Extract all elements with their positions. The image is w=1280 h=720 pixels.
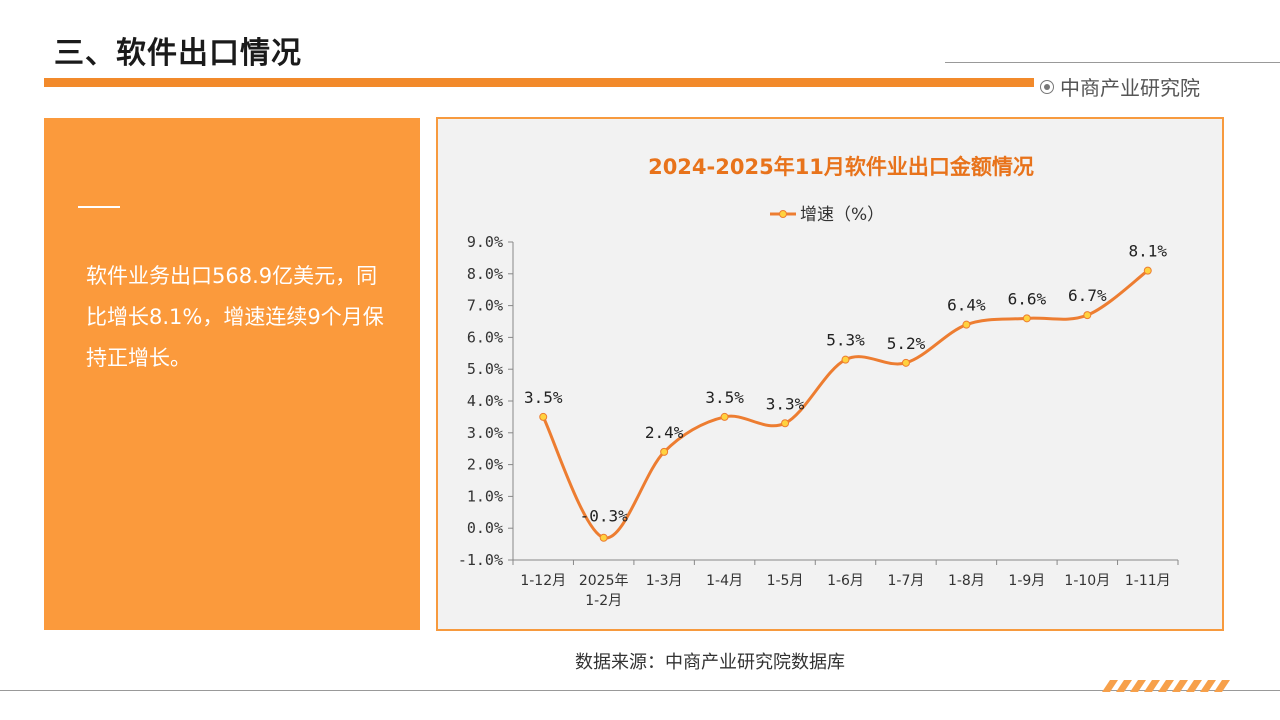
chart-title: 2024-2025年11月软件业出口金额情况 — [648, 155, 1034, 179]
y-tick-label: 2.0% — [467, 456, 503, 474]
data-point — [720, 412, 729, 421]
x-tick-label: 1-11月 — [1125, 573, 1171, 589]
data-source: 数据来源：中商产业研究院数据库 — [575, 652, 845, 673]
y-tick-label: 6.0% — [467, 328, 503, 346]
x-axis: 1-12月 2025年 1-2月 1-3月 1-4月 1-5月 1-6月 1-7月 1-8月 1-… — [512, 559, 1179, 609]
data-point — [660, 447, 669, 456]
x-tick-label: 1-10月 — [1064, 573, 1110, 589]
data-point — [1083, 311, 1092, 320]
data-label: 3.5% — [524, 388, 563, 407]
chart-legend: 增速（%） — [770, 205, 884, 225]
data-point — [781, 419, 790, 428]
x-tick-label: 1-9月 — [1008, 573, 1045, 589]
x-tick-label: 1-6月 — [827, 573, 864, 589]
data-label: 5.3% — [826, 331, 865, 350]
y-axis: -1.0% 0.0% 1.0% 2.0% 3.0% 4.0% 5.0% 6.0% 7.0% 8.0… — [458, 233, 514, 569]
y-tick-label: 1.0% — [467, 487, 503, 505]
x-tick-label: 1-5月 — [767, 573, 804, 589]
legend-label: 增速（%） — [800, 205, 884, 225]
data-point — [901, 358, 910, 367]
data-label: 5.2% — [887, 334, 926, 353]
y-tick-label: 3.0% — [467, 424, 503, 442]
title-accent-bar — [44, 78, 1034, 87]
chart-container: 2024-2025年11月软件业出口金额情况 增速（%） -1.0% 0.0% 1.… — [436, 117, 1224, 631]
summary-panel: 软件业务出口568.9亿美元，同比增长8.1%，增速连续9个月保持正增长。 — [44, 118, 420, 630]
data-label: 3.3% — [766, 394, 805, 413]
data-label: 6.7% — [1068, 286, 1107, 305]
data-point — [962, 320, 971, 329]
y-tick-label: 5.0% — [467, 360, 503, 378]
y-tick-label: 4.0% — [467, 392, 503, 410]
x-tick-label: 1-4月 — [706, 573, 743, 589]
title-divider-line — [945, 62, 1280, 63]
series-line — [541, 269, 1149, 540]
data-points — [539, 266, 1152, 542]
y-tick-label: 7.0% — [467, 297, 503, 315]
data-point — [599, 533, 608, 542]
x-tick-label: 1-7月 — [888, 573, 925, 589]
y-tick-label: 9.0% — [467, 233, 503, 251]
data-label: -0.3% — [580, 507, 629, 526]
data-point — [1143, 266, 1152, 275]
target-icon — [1040, 80, 1054, 94]
data-label: 6.6% — [1008, 289, 1047, 308]
x-tick-label: 2025年 1-2月 — [579, 573, 629, 609]
summary-rule — [78, 206, 120, 208]
y-tick-label: -1.0% — [458, 551, 503, 569]
summary-text: 软件业务出口568.9亿美元，同比增长8.1%，增速连续9个月保持正增长。 — [86, 264, 384, 370]
data-labels: 3.5% -0.3% 2.4% 3.5% 3.3% 5.3% 5.2% 6.4% 6.6% 6.7… — [524, 242, 1167, 526]
data-point — [539, 412, 548, 421]
data-label: 8.1% — [1129, 242, 1168, 261]
legend-marker-swatch — [779, 210, 787, 218]
x-tick-label: 1-12月 — [520, 573, 566, 589]
data-label: 2.4% — [645, 423, 684, 442]
data-label: 6.4% — [947, 296, 986, 315]
x-tick-label: 1-3月 — [646, 573, 683, 589]
brand-name: 中商产业研究院 — [1060, 76, 1200, 100]
line-chart: 2024-2025年11月软件业出口金额情况 增速（%） -1.0% 0.0% 1.… — [458, 155, 1179, 609]
data-point — [841, 355, 850, 364]
footer-stripes-decoration — [1102, 680, 1230, 692]
brand-logo: 中商产业研究院 — [1040, 72, 1200, 101]
y-tick-label: 0.0% — [467, 519, 503, 537]
data-point — [1022, 314, 1031, 323]
data-label: 3.5% — [705, 388, 744, 407]
page-title: 三、软件出口情况 — [54, 36, 302, 71]
y-tick-label: 8.0% — [467, 265, 503, 283]
x-tick-label: 1-8月 — [948, 573, 985, 589]
title-stripes-decoration — [1004, 78, 1030, 87]
footer-divider-line — [0, 690, 1280, 691]
